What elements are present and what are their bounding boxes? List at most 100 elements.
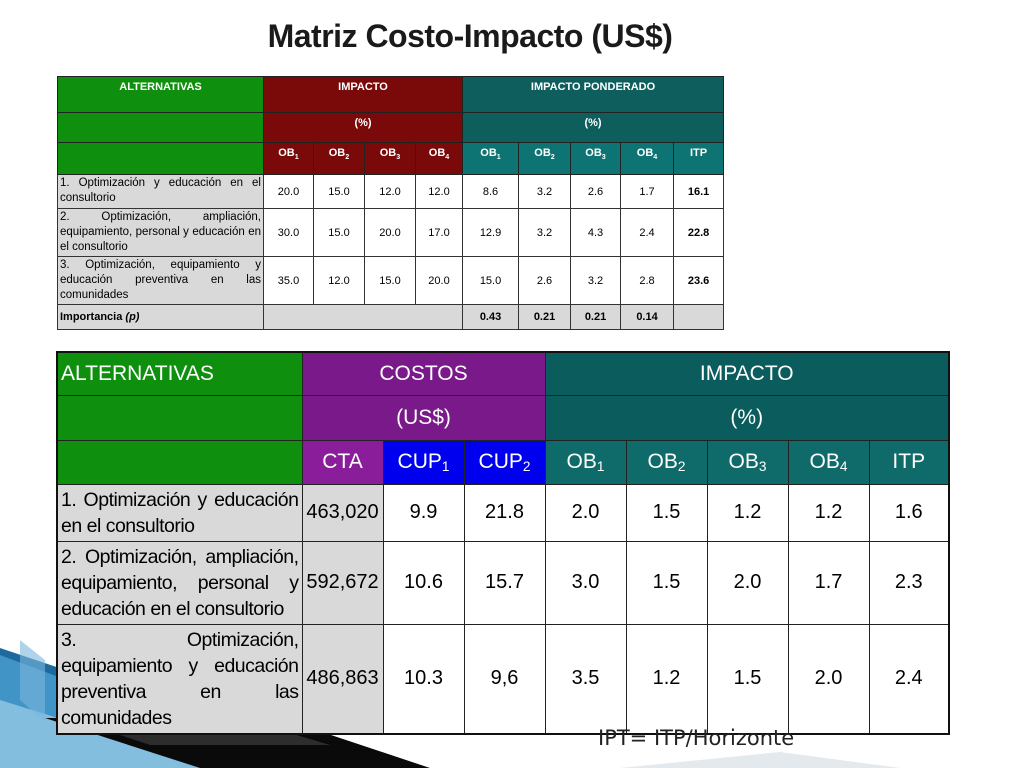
ob3-header: OB3 [364,142,416,175]
cell: 1.5 [625,540,708,625]
cell: 3.5 [544,623,627,734]
cell: 1.2 [787,483,870,542]
importancia-row: Importancia (p) 0.43 0.21 0.21 0.14 [57,304,725,330]
itp-cell: 2.3 [868,540,950,625]
impacto-unit: (%) [544,394,950,441]
itp-cell: 22.8 [673,208,725,257]
itp-header: ITP [868,439,950,485]
table-row: 1. Optimización y educación en el consul… [56,483,950,542]
costos-header: COSTOS [301,351,546,396]
cell: 9,6 [463,623,546,734]
cell: 4.3 [570,208,622,257]
cell: 2.0 [544,483,627,542]
cell: 12.9 [462,208,520,257]
costos-unit: (US$) [301,394,546,441]
table-row: 3. Optimización, equipamiento y educació… [56,623,950,734]
itp-cell: 2.4 [868,623,950,734]
itp-cell: 16.1 [673,174,725,209]
itp-cell: 1.6 [868,483,950,542]
itp-header: ITP [673,142,725,175]
impacto-header: IMPACTO [544,351,950,396]
ob4-header: OB4 [787,439,870,485]
cell: 1.2 [706,483,789,542]
cell: 1.5 [706,623,789,734]
cell: 8.6 [462,174,520,209]
alternativas-header-blank [57,112,264,143]
cta-cell: 486,863 [301,623,384,734]
cost-impact-table: ALTERNATIVAS COSTOS IMPACTO (US$) (%) CT… [56,351,950,735]
weighted-impact-table: ALTERNATIVAS IMPACTO IMPACTO PONDERADO (… [57,76,725,330]
cell: 21.8 [463,483,546,542]
wob3-header: OB3 [570,142,622,175]
wob1-header: OB1 [462,142,520,175]
ob1-header: OB1 [544,439,627,485]
alternative-label: 2. Optimización, ampliación, equipamient… [57,208,264,257]
cell: 15.0 [462,256,520,305]
cup2-header: CUP2 [463,439,546,485]
alternative-label: 3. Optimización, equipamiento y educació… [57,256,264,305]
cell: 2.6 [518,256,572,305]
formula-note: IPT= ITP/Horizonte [598,726,795,750]
cell: 10.6 [382,540,465,625]
alternative-label: 1. Optimización y educación en el consul… [56,483,303,542]
ob3-header: OB3 [706,439,789,485]
cell: 30.0 [263,208,314,257]
alternative-label: 1. Optimización y educación en el consul… [57,174,264,209]
cell: 2.8 [620,256,675,305]
cell: 15.0 [313,208,365,257]
impacto-header: IMPACTO [262,76,464,113]
cta-header: CTA [301,439,384,485]
cell: 1.7 [620,174,675,209]
cell: 2.4 [620,208,675,257]
ob2-header: OB2 [625,439,708,485]
cell: 20.0 [414,256,464,305]
importancia-value: 0.21 [518,304,572,330]
importancia-value: 0.21 [570,304,622,330]
cell: 15.0 [364,256,416,305]
cup1-header: CUP1 [382,439,465,485]
alternativas-header: ALTERNATIVAS [56,351,303,396]
itp-cell: 23.6 [673,256,725,305]
table-row: 2. Optimización, ampliación, equipamient… [56,540,950,625]
importancia-blank [262,304,464,330]
ponderado-unit: (%) [462,112,725,143]
wob2-header: OB2 [518,142,572,175]
cell: 3.2 [518,208,572,257]
cell: 10.3 [382,623,465,734]
wob4-header: OB4 [620,142,675,175]
cell: 15.7 [463,540,546,625]
cta-cell: 592,672 [301,540,384,625]
alternative-label: 2. Optimización, ampliación, equipamient… [56,540,303,625]
alternativas-header-blank [56,394,303,441]
importancia-label: Importancia (p) [57,304,264,330]
alternativas-header-blank-2 [56,439,303,485]
alternativas-header: ALTERNATIVAS [57,76,264,113]
cell: 1.7 [787,540,870,625]
importancia-value: 0.14 [620,304,675,330]
table-row: 1. Optimización y educación en el consul… [57,174,725,209]
cell: 20.0 [263,174,314,209]
cell: 3.2 [518,174,572,209]
table-row: 3. Optimización, equipamiento y educació… [57,256,725,305]
cell: 15.0 [313,174,365,209]
importancia-blank-end [673,304,725,330]
cell: 2.0 [787,623,870,734]
ob2-header: OB2 [313,142,365,175]
importancia-value: 0.43 [462,304,520,330]
cell: 3.0 [544,540,627,625]
cell: 35.0 [263,256,314,305]
alternative-label: 3. Optimización, equipamiento y educació… [56,623,303,734]
cell: 2.0 [706,540,789,625]
cell: 1.2 [625,623,708,734]
cell: 12.0 [414,174,464,209]
page-title: Matriz Costo-Impacto (US$) [267,18,673,54]
alternativas-header-blank-2 [57,142,264,175]
table-row: 2. Optimización, ampliación, equipamient… [57,208,725,257]
cell: 1.5 [625,483,708,542]
cell: 12.0 [364,174,416,209]
ob1-header: OB1 [263,142,314,175]
cta-cell: 463,020 [301,483,384,542]
ob4-header: OB4 [414,142,464,175]
cell: 20.0 [364,208,416,257]
impacto-unit: (%) [262,112,464,143]
